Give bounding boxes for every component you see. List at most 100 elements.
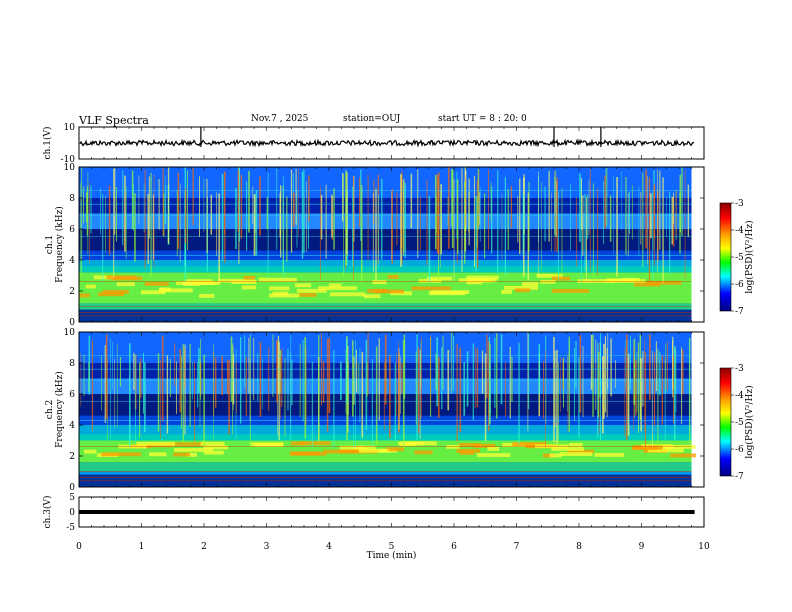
y-tick-label: 4 (69, 256, 75, 266)
spec-intense-patch (646, 280, 682, 285)
y-tick-label: -5 (66, 523, 75, 533)
colorbar-tick-label: -4 (735, 391, 744, 401)
spec-intense-patch (241, 285, 257, 290)
y-tick-label: 4 (69, 421, 75, 431)
spec-band (79, 229, 692, 251)
colorbar-tick-label: -7 (735, 472, 744, 482)
spec-intense-patch (387, 274, 399, 279)
x-axis-label: Time (min) (367, 550, 417, 561)
spec-intense-patch (83, 449, 97, 454)
spec-intense-patch (670, 453, 697, 458)
spec-band (79, 260, 692, 271)
spec-intense-patch (98, 292, 125, 297)
spec-intense-patch (514, 288, 531, 293)
spec-intense-patch (476, 453, 511, 458)
spectrogram-2 (79, 332, 697, 487)
spec-intense-patch (289, 451, 327, 456)
spec-intense-patch (577, 279, 614, 283)
spec-intense-patch (269, 286, 290, 291)
y-axis-label-1-line1: ch.1 (45, 235, 55, 254)
colorbar-tick-label: -6 (735, 280, 744, 290)
y-tick-label: 0 (69, 508, 75, 518)
spec-intense-patch (183, 282, 201, 286)
x-tick-label: 9 (639, 542, 645, 552)
colorbar-1 (719, 202, 732, 312)
spec-band (79, 266, 692, 273)
colorbar-tick-label: -5 (735, 253, 744, 263)
x-tick-label: 10 (698, 542, 710, 552)
spec-intense-patch (594, 452, 625, 457)
spec-intense-patch (296, 288, 327, 293)
y-tick-label: 10 (64, 163, 76, 173)
start-ut-label: start UT = 8 : 20: 0 (438, 114, 527, 124)
x-tick-label: 5 (389, 542, 395, 552)
spec-intense-patch (400, 442, 416, 446)
spec-intense-patch (372, 280, 387, 285)
spec-intense-patch (203, 445, 229, 450)
x-tick-label: 4 (326, 542, 332, 552)
spec-intense-patch (291, 441, 305, 446)
spec-band (79, 198, 692, 214)
spec-intense-patch (299, 293, 317, 297)
spec-intense-patch (136, 441, 176, 446)
spec-intense-patch (79, 293, 90, 298)
spec-intense-patch (272, 291, 289, 296)
spec-intense-patch (428, 291, 466, 296)
y-axis-label-ch1: ch.1(V) (42, 127, 53, 160)
spec-intense-patch (174, 447, 214, 452)
spec-intense-patch (512, 442, 547, 446)
spec-intense-patch (559, 452, 593, 457)
spec-band (79, 213, 692, 229)
spec-band (79, 272, 692, 304)
spec-intense-patch (466, 275, 499, 280)
y-tick-label: 6 (69, 390, 75, 400)
spec-intense-patch (102, 289, 129, 294)
spec-intense-patch (243, 275, 256, 280)
spec-intense-patch (487, 446, 500, 451)
x-tick-label: 1 (139, 542, 145, 552)
spec-intense-patch (254, 442, 284, 447)
spec-intense-patch (116, 282, 135, 287)
spec-intense-patch (549, 453, 562, 458)
spec-intense-patch (85, 284, 96, 289)
y-tick-label: 5 (69, 493, 75, 503)
spec-intense-patch (468, 278, 493, 283)
y-tick-label: 0 (69, 318, 75, 328)
colorbar-tick-label: -3 (735, 364, 744, 374)
x-tick-label: 3 (264, 542, 270, 552)
spec-intense-patch (605, 278, 637, 283)
colorbar-tick-label: -5 (735, 418, 744, 428)
spec-intense-patch (339, 445, 366, 450)
spec-intense-patch (318, 286, 357, 291)
spec-band (79, 167, 692, 198)
y-axis-label-1-line2: Frequency (kHz) (54, 206, 65, 283)
spec-intense-patch (159, 287, 171, 292)
y-tick-label: 2 (69, 287, 75, 297)
spec-intense-patch (141, 290, 166, 295)
spec-band (79, 462, 692, 472)
y-axis-label-2-line2: Frequency (kHz) (54, 371, 65, 448)
spec-intense-patch (323, 449, 361, 454)
spec-intense-patch (173, 452, 190, 457)
colorbar-tick-label: -7 (735, 307, 744, 317)
spectrogram-1 (79, 167, 692, 322)
spec-intense-patch (504, 285, 539, 290)
spec-intense-patch (373, 289, 405, 294)
spec-intense-patch (427, 276, 453, 281)
spec-intense-patch (363, 294, 381, 299)
y-axis-label-ch3: ch.3(V) (42, 496, 53, 529)
spec-intense-patch (534, 444, 569, 449)
spec-intense-patch (569, 442, 583, 447)
colorbar-tick-label: -4 (735, 226, 744, 236)
colorbar-tick-label: -6 (735, 445, 744, 455)
colorbar-tick-label: -3 (735, 199, 744, 209)
spec-intense-patch (551, 447, 584, 451)
chart-title: VLF Spectra (79, 114, 149, 127)
spec-intense-patch (551, 288, 590, 293)
spec-intense-patch (459, 450, 475, 455)
colorbar-2 (719, 367, 732, 477)
x-tick-label: 8 (576, 542, 582, 552)
y-tick-label: 8 (69, 194, 75, 204)
y-tick-label: -10 (61, 155, 76, 165)
